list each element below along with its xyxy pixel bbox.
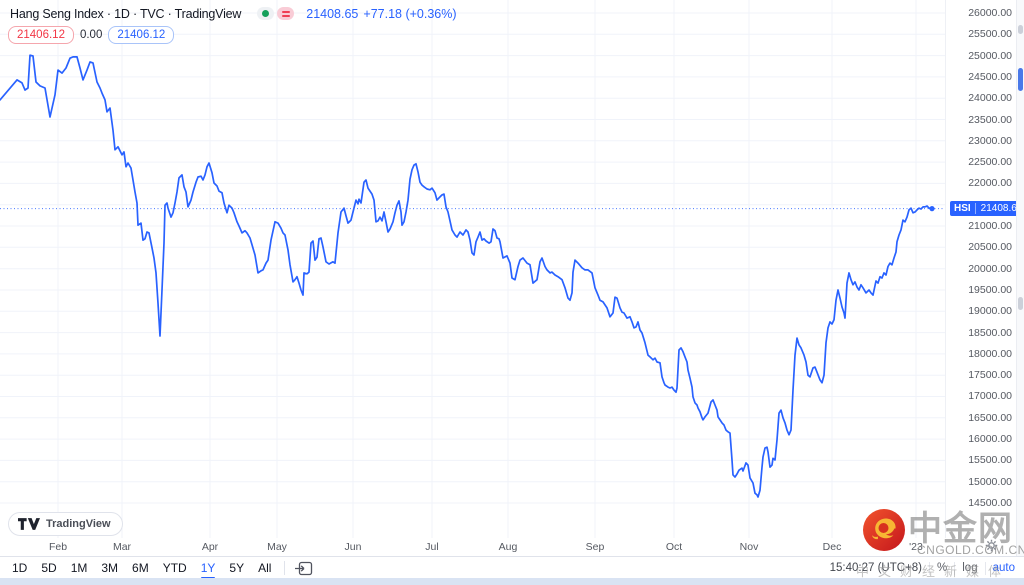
tradingview-logo-icon [18, 518, 40, 530]
range-tab-6m[interactable]: 6M [132, 561, 149, 575]
price-axis-label: 24500.00 [968, 70, 1012, 83]
price-axis-label: 20000.00 [968, 262, 1012, 275]
time-axis-label: Oct [665, 541, 683, 553]
price-axis-label: 26000.00 [968, 7, 1012, 19]
divider [984, 561, 986, 575]
tradingview-logo-pill[interactable]: TradingView [8, 512, 123, 536]
last-price-badge-symbol: HSI [954, 203, 971, 214]
log-scale-button[interactable]: log [962, 562, 978, 574]
price-axis-label: 24000.00 [968, 92, 1012, 105]
time-axis-label: Mar [112, 541, 132, 553]
bottom-toolbar: 1D 5D 1M 3M 6M YTD 1Y 5Y All 15:40:27 (UTC+8) % … [0, 556, 1024, 578]
time-scale[interactable]: Feb Mar Apr May Jun Jul Aug Sep Oct Nov Dec '23 [0, 538, 1016, 556]
price-axis-label: 19000.00 [968, 305, 1012, 318]
price-scale[interactable]: 14500.00 15000.00 15500.00 16000.00 16500.00… [945, 0, 1024, 556]
percent-scale-button[interactable]: % [937, 562, 948, 574]
price-axis-label: 15000.00 [968, 475, 1012, 488]
price-axis-label: 22000.00 [968, 177, 1012, 190]
price-change: +77.18 (+0.36%) [363, 6, 457, 21]
legend-icons[interactable] [257, 7, 295, 20]
range-tab-3m[interactable]: 3M [101, 561, 119, 575]
divider [954, 561, 956, 575]
price-axis-label: 25500.00 [968, 28, 1012, 41]
price-axis-label: 18500.00 [968, 326, 1012, 339]
time-axis-label: Dec [822, 541, 842, 553]
market-status-icon[interactable] [257, 7, 275, 20]
price-axis-label: 23000.00 [968, 134, 1012, 147]
price-axis-label: 23500.00 [968, 113, 1012, 126]
clock-button[interactable]: 15:40:27 (UTC+8) [829, 562, 923, 574]
scrollbar-mark[interactable] [1018, 25, 1023, 34]
alert-badges-row: 21406.12 0.00 21406.12 [8, 26, 457, 44]
price-axis-label: 21000.00 [968, 220, 1012, 233]
price-axis-label: 25000.00 [968, 49, 1012, 62]
range-tab-5d[interactable]: 5D [41, 561, 57, 575]
time-axis-label: '23 [909, 541, 923, 553]
toolbar-divider [284, 561, 286, 575]
page-background-strip [0, 578, 1024, 585]
scrollbar-thumb[interactable] [1018, 68, 1023, 91]
scale-controls: 15:40:27 (UTC+8) % log auto [829, 561, 1024, 575]
time-axis-settings-gear-icon[interactable] [985, 539, 998, 552]
go-to-date-button[interactable] [291, 559, 317, 578]
divider [929, 561, 931, 575]
time-axis-label: Apr [201, 541, 219, 553]
range-tab-all[interactable]: All [258, 561, 272, 575]
data-issue-icon[interactable] [277, 7, 295, 20]
alert-badge-blue[interactable]: 21406.12 [108, 26, 175, 44]
price-axis-label: 20500.00 [968, 241, 1012, 254]
time-axis-label: Aug [498, 541, 518, 553]
time-axis-label: Jun [344, 541, 362, 553]
green-dot-icon [262, 10, 270, 17]
price-axis-label: 22500.00 [968, 156, 1012, 169]
go-to-date-icon [295, 561, 313, 575]
symbol-title: Hang Seng Index · 1D · TVC · TradingView [10, 6, 242, 21]
last-price-badge: HSI 21408.65 [950, 201, 1024, 216]
price-axis-label: 17500.00 [968, 369, 1012, 382]
price-axis-label: 16000.00 [968, 433, 1012, 446]
price-axis-label: 15500.00 [968, 454, 1012, 467]
date-range-tabs: 1D 5D 1M 3M 6M YTD 1Y 5Y All [0, 559, 278, 578]
alert-badge-red[interactable]: 21406.12 [8, 26, 74, 44]
time-axis-label: Sep [585, 541, 605, 553]
chart-legend: Hang Seng Index · 1D · TVC · TradingView… [8, 5, 457, 44]
range-tab-1d[interactable]: 1D [12, 561, 28, 575]
auto-scale-button[interactable]: auto [992, 562, 1015, 574]
time-axis-label: May [267, 541, 287, 553]
last-price-badge-value: 21408.65 [974, 203, 1024, 214]
time-axis-label: Nov [739, 541, 759, 553]
price-axis-label: 14500.00 [968, 497, 1012, 509]
price-axis-label: 18000.00 [968, 347, 1012, 360]
range-tab-1m[interactable]: 1M [70, 561, 88, 575]
price-axis-label: 16500.00 [968, 411, 1012, 424]
price-axis-label: 19500.00 [968, 283, 1012, 296]
quote-text: 21408.65 +77.18 (+0.36%) [306, 7, 456, 21]
tradingview-logo-label: TradingView [46, 518, 111, 530]
range-tab-5y[interactable]: 5Y [229, 561, 245, 575]
range-tab-1y[interactable]: 1Y [194, 559, 223, 578]
legend-title-row: Hang Seng Index · 1D · TVC · TradingView… [10, 5, 457, 22]
last-price: 21408.65 [306, 6, 359, 21]
time-axis-label: Feb [48, 541, 68, 553]
scrollbar-mark[interactable] [1018, 297, 1023, 310]
time-axis-label: Jul [425, 541, 439, 553]
price-axis-label: 17000.00 [968, 390, 1012, 403]
range-tab-ytd[interactable]: YTD [162, 561, 187, 575]
right-scrollbar[interactable] [1016, 0, 1024, 556]
alert-zero-value: 0.00 [79, 29, 103, 41]
